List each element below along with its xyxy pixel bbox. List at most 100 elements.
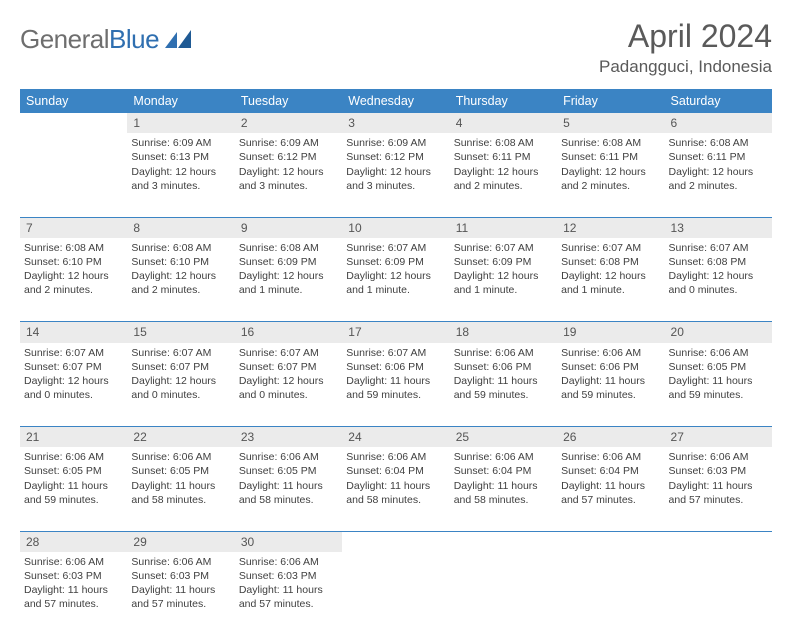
day-cell: Sunrise: 6:06 AMSunset: 6:06 PMDaylight:… — [450, 343, 557, 427]
day-cell: Sunrise: 6:07 AMSunset: 6:09 PMDaylight:… — [342, 238, 449, 322]
sunrise-line: Sunrise: 6:08 AM — [239, 241, 338, 255]
daynum-cell: 6 — [665, 113, 772, 133]
weekday-header: Sunday — [20, 89, 127, 113]
sunrise-line: Sunrise: 6:09 AM — [346, 136, 445, 150]
sunrise-line: Sunrise: 6:07 AM — [346, 241, 445, 255]
sunrise-line: Sunrise: 6:07 AM — [346, 346, 445, 360]
daynum-cell: 1 — [127, 113, 234, 133]
daynum-empty — [557, 531, 664, 552]
daylight-line: Daylight: 11 hours and 57 minutes. — [131, 583, 230, 611]
sunrise-line: Sunrise: 6:07 AM — [239, 346, 338, 360]
sunrise-line: Sunrise: 6:06 AM — [561, 346, 660, 360]
brand-logo: GeneralBlue — [20, 24, 193, 55]
location: Padangguci, Indonesia — [599, 57, 772, 77]
day-cell: Sunrise: 6:07 AMSunset: 6:08 PMDaylight:… — [557, 238, 664, 322]
sunrise-line: Sunrise: 6:06 AM — [561, 450, 660, 464]
sunset-line: Sunset: 6:05 PM — [131, 464, 230, 478]
daynum-row: 14151617181920 — [20, 322, 772, 343]
sunset-line: Sunset: 6:09 PM — [454, 255, 553, 269]
sunrise-line: Sunrise: 6:08 AM — [669, 136, 768, 150]
sunset-line: Sunset: 6:09 PM — [346, 255, 445, 269]
weekday-header: Wednesday — [342, 89, 449, 113]
day-cell: Sunrise: 6:08 AMSunset: 6:10 PMDaylight:… — [127, 238, 234, 322]
day-cell: Sunrise: 6:08 AMSunset: 6:10 PMDaylight:… — [20, 238, 127, 322]
day-cell: Sunrise: 6:06 AMSunset: 6:06 PMDaylight:… — [557, 343, 664, 427]
day-cell: Sunrise: 6:06 AMSunset: 6:03 PMDaylight:… — [20, 552, 127, 636]
sunset-line: Sunset: 6:05 PM — [24, 464, 123, 478]
weekday-header: Tuesday — [235, 89, 342, 113]
sunset-line: Sunset: 6:08 PM — [561, 255, 660, 269]
sunrise-line: Sunrise: 6:08 AM — [454, 136, 553, 150]
week-row: Sunrise: 6:08 AMSunset: 6:10 PMDaylight:… — [20, 238, 772, 322]
day-cell: Sunrise: 6:06 AMSunset: 6:04 PMDaylight:… — [450, 447, 557, 531]
sunset-line: Sunset: 6:05 PM — [239, 464, 338, 478]
sunset-line: Sunset: 6:03 PM — [239, 569, 338, 583]
sunrise-line: Sunrise: 6:06 AM — [131, 450, 230, 464]
daynum-cell: 24 — [342, 427, 449, 448]
weekday-header: Monday — [127, 89, 234, 113]
day-cell-empty — [342, 552, 449, 636]
sunrise-line: Sunrise: 6:06 AM — [669, 450, 768, 464]
daynum-cell: 22 — [127, 427, 234, 448]
sunrise-line: Sunrise: 6:06 AM — [24, 555, 123, 569]
sunset-line: Sunset: 6:13 PM — [131, 150, 230, 164]
sunset-line: Sunset: 6:08 PM — [669, 255, 768, 269]
daylight-line: Daylight: 11 hours and 59 minutes. — [561, 374, 660, 402]
daylight-line: Daylight: 11 hours and 59 minutes. — [669, 374, 768, 402]
sunset-line: Sunset: 6:12 PM — [239, 150, 338, 164]
daynum-cell: 25 — [450, 427, 557, 448]
daynum-cell: 5 — [557, 113, 664, 133]
daynum-empty — [342, 531, 449, 552]
daynum-cell: 3 — [342, 113, 449, 133]
sunset-line: Sunset: 6:10 PM — [131, 255, 230, 269]
sunrise-line: Sunrise: 6:07 AM — [561, 241, 660, 255]
daylight-line: Daylight: 12 hours and 0 minutes. — [239, 374, 338, 402]
daylight-line: Daylight: 11 hours and 59 minutes. — [454, 374, 553, 402]
sunset-line: Sunset: 6:10 PM — [24, 255, 123, 269]
day-cell: Sunrise: 6:09 AMSunset: 6:13 PMDaylight:… — [127, 133, 234, 217]
daylight-line: Daylight: 12 hours and 0 minutes. — [669, 269, 768, 297]
daylight-line: Daylight: 11 hours and 57 minutes. — [561, 479, 660, 507]
daylight-line: Daylight: 11 hours and 57 minutes. — [24, 583, 123, 611]
weekday-header: Thursday — [450, 89, 557, 113]
month-title: April 2024 — [599, 18, 772, 55]
daylight-line: Daylight: 12 hours and 2 minutes. — [131, 269, 230, 297]
daylight-line: Daylight: 11 hours and 59 minutes. — [24, 479, 123, 507]
sunset-line: Sunset: 6:06 PM — [454, 360, 553, 374]
brand-text: GeneralBlue — [20, 24, 159, 55]
daynum-cell: 4 — [450, 113, 557, 133]
sunrise-line: Sunrise: 6:06 AM — [239, 450, 338, 464]
daylight-line: Daylight: 11 hours and 58 minutes. — [239, 479, 338, 507]
daynum-cell: 26 — [557, 427, 664, 448]
sunset-line: Sunset: 6:03 PM — [669, 464, 768, 478]
day-cell: Sunrise: 6:06 AMSunset: 6:04 PMDaylight:… — [557, 447, 664, 531]
sunrise-line: Sunrise: 6:07 AM — [24, 346, 123, 360]
sunrise-line: Sunrise: 6:08 AM — [24, 241, 123, 255]
sunset-line: Sunset: 6:07 PM — [239, 360, 338, 374]
day-cell: Sunrise: 6:08 AMSunset: 6:09 PMDaylight:… — [235, 238, 342, 322]
day-cell: Sunrise: 6:07 AMSunset: 6:06 PMDaylight:… — [342, 343, 449, 427]
sunset-line: Sunset: 6:06 PM — [561, 360, 660, 374]
day-cell: Sunrise: 6:07 AMSunset: 6:07 PMDaylight:… — [20, 343, 127, 427]
daynum-row: 21222324252627 — [20, 427, 772, 448]
daylight-line: Daylight: 12 hours and 3 minutes. — [131, 165, 230, 193]
daynum-cell: 29 — [127, 531, 234, 552]
sunset-line: Sunset: 6:11 PM — [561, 150, 660, 164]
day-cell: Sunrise: 6:08 AMSunset: 6:11 PMDaylight:… — [450, 133, 557, 217]
day-cell: Sunrise: 6:06 AMSunset: 6:03 PMDaylight:… — [665, 447, 772, 531]
title-block: April 2024 Padangguci, Indonesia — [599, 18, 772, 77]
daylight-line: Daylight: 12 hours and 1 minute. — [561, 269, 660, 297]
sunrise-line: Sunrise: 6:09 AM — [239, 136, 338, 150]
daynum-cell: 11 — [450, 217, 557, 238]
daylight-line: Daylight: 12 hours and 3 minutes. — [346, 165, 445, 193]
daylight-line: Daylight: 11 hours and 58 minutes. — [454, 479, 553, 507]
daynum-cell: 16 — [235, 322, 342, 343]
calendar-table: SundayMondayTuesdayWednesdayThursdayFrid… — [20, 89, 772, 636]
daylight-line: Daylight: 12 hours and 0 minutes. — [24, 374, 123, 402]
daynum-cell: 14 — [20, 322, 127, 343]
day-cell-empty — [557, 552, 664, 636]
day-cell: Sunrise: 6:06 AMSunset: 6:05 PMDaylight:… — [127, 447, 234, 531]
sunrise-line: Sunrise: 6:07 AM — [131, 346, 230, 360]
sunset-line: Sunset: 6:04 PM — [561, 464, 660, 478]
daynum-cell: 12 — [557, 217, 664, 238]
